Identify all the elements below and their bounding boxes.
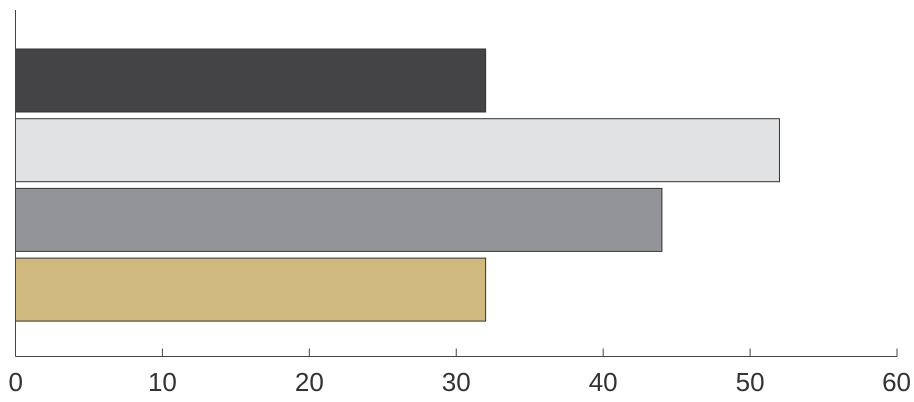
bar-4 <box>15 257 487 322</box>
bar-2 <box>15 118 780 183</box>
x-tick-label: 0 <box>9 367 23 397</box>
x-tick-label: 10 <box>148 367 177 397</box>
bar-1 <box>15 48 487 113</box>
x-tick-label: 50 <box>736 367 765 397</box>
x-axis-ticks: 0 10 20 30 40 50 60 <box>9 348 911 397</box>
bars-layer <box>15 48 780 322</box>
x-tick-label: 30 <box>442 367 471 397</box>
x-tick-label: 60 <box>882 367 911 397</box>
x-tick-label: 40 <box>589 367 618 397</box>
x-tick-label: 20 <box>295 367 324 397</box>
bar-3 <box>15 187 663 252</box>
